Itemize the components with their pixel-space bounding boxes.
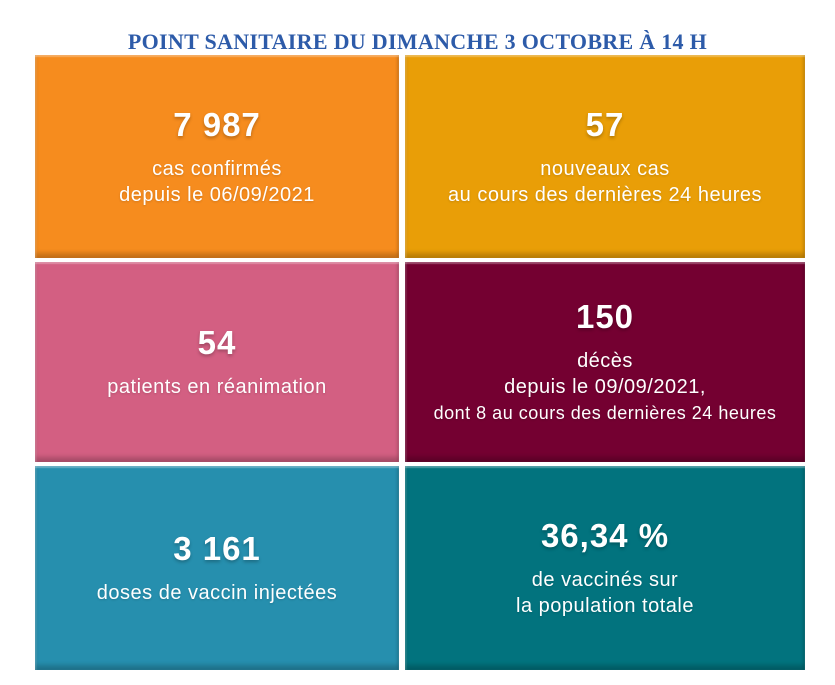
page-title: POINT SANITAIRE DU DIMANCHE 3 OCTOBRE À … [127,28,708,54]
stat-value: 54 [197,324,237,361]
stat-label-line: depuis le 09/09/2021, [504,376,706,398]
stat-value: 36,34 % [540,517,670,554]
stat-label-line: depuis le 06/09/2021 [119,183,315,206]
stat-label-line: cas confirmés [152,157,282,180]
stat-label-line: nouveaux cas [540,157,670,180]
stat-value: 3 161 [173,530,261,567]
stat-label-line: la population totale [516,595,694,617]
stat-tile-deaths: 150 décès depuis le 09/09/2021, dont 8 a… [405,262,805,462]
stat-value: 7 987 [173,105,261,143]
stat-label-line: doses de vaccin injectées [96,582,338,604]
stat-tile-vaccinated-share: 36,34 % de vaccinés sur la population to… [405,466,805,670]
stat-value: 57 [585,105,625,143]
stat-label-line: patients en réanimation [107,376,327,398]
stat-label-line: décès [577,350,633,372]
stat-tile-confirmed-cases: 7 987 cas confirmés depuis le 06/09/2021 [35,55,399,258]
stat-label-line: dont 8 au cours des dernières 24 heures [433,403,777,423]
stat-tile-icu-patients: 54 patients en réanimation [35,262,399,462]
stat-label-line: de vaccinés sur [531,569,679,591]
stat-tile-new-cases: 57 nouveaux cas au cours des dernières 2… [405,55,805,258]
stat-tile-vaccine-doses: 3 161 doses de vaccin injectées [35,466,399,670]
stats-grid: 7 987 cas confirmés depuis le 06/09/2021… [35,55,805,670]
stat-label-line: au cours des dernières 24 heures [448,183,762,206]
stat-value: 150 [575,298,635,335]
